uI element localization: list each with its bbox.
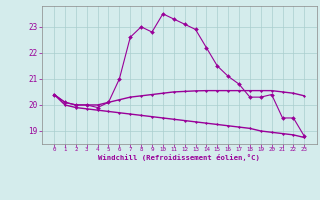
X-axis label: Windchill (Refroidissement éolien,°C): Windchill (Refroidissement éolien,°C) [98,154,260,161]
